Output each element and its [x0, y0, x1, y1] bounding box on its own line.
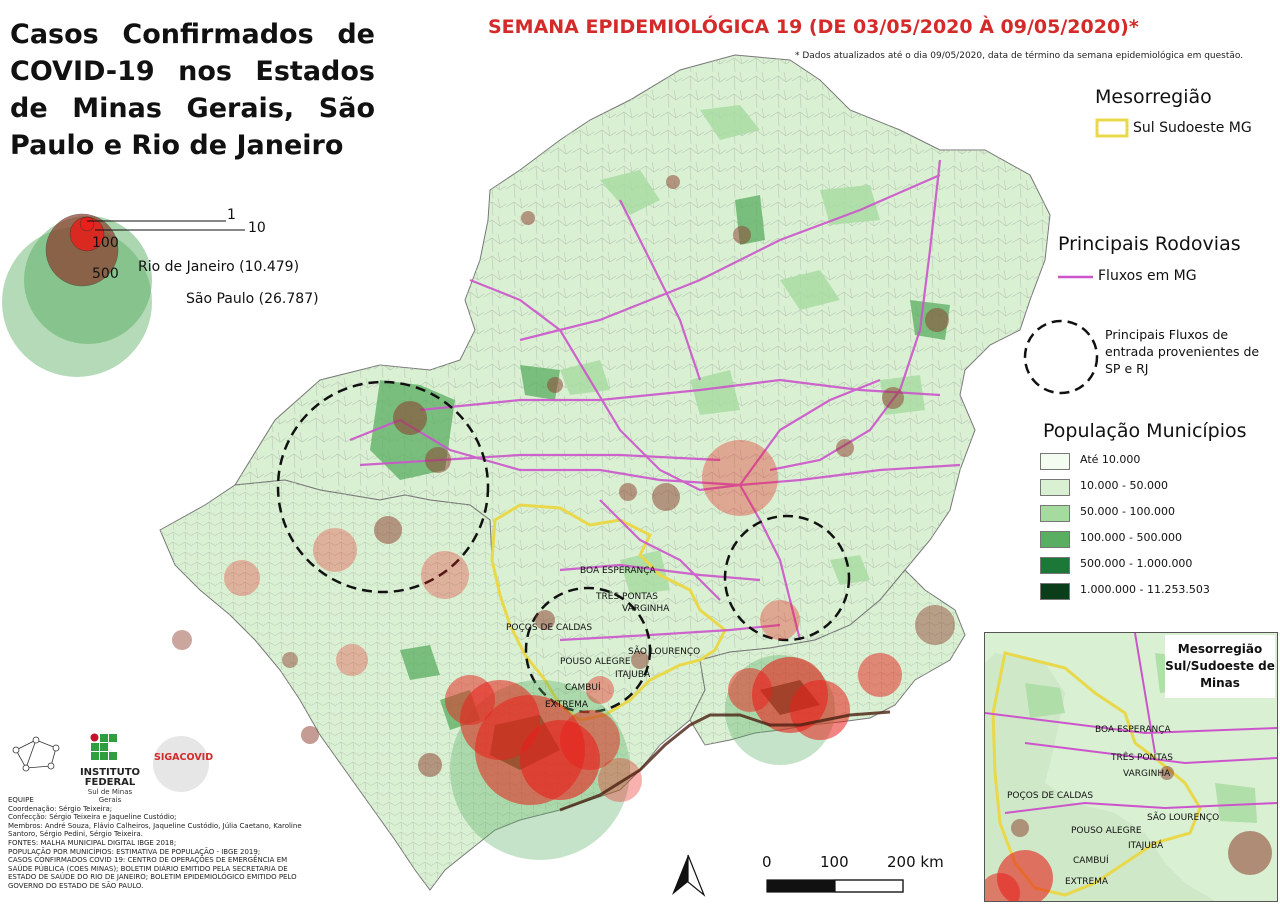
population-swatch: [1040, 583, 1070, 600]
population-class-4: 500.000 - 1.000.000: [1040, 555, 1260, 575]
legend-swatches: [1023, 118, 1129, 395]
bubble-size-100: 100: [92, 235, 119, 251]
legend-rod-title: Principais Rodovias: [1058, 233, 1241, 255]
scale-label: 100: [820, 853, 849, 871]
bubble-legend: [2, 213, 245, 377]
team-line: POPULAÇÃO POR MUNICÍPIOS: ESTIMATIVA DE …: [8, 847, 261, 856]
population-label: 50.000 - 100.000: [1080, 505, 1175, 518]
inset-city-label: POÇOS DE CALDAS: [1007, 791, 1094, 801]
legend-meso-title: Mesorregião: [1095, 86, 1212, 108]
inset-city-label: BOA ESPERANÇA: [1095, 725, 1171, 735]
population-label: 10.000 - 50.000: [1080, 479, 1168, 492]
inset-city-label: EXTREMA: [1065, 877, 1109, 887]
population-swatch: [1040, 505, 1070, 522]
population-class-3: 100.000 - 500.000: [1040, 529, 1260, 549]
scale-bar: [766, 879, 904, 893]
city-label: CAMBUÍ: [565, 683, 601, 693]
population-class-1: 10.000 - 50.000: [1040, 477, 1260, 497]
team-line: CASOS CONFIRMADOS COVID 19: CENTRO DE OP…: [8, 856, 297, 890]
inset-title: Mesorregião Sul/Sudoeste de Minas: [1165, 635, 1275, 698]
city-label: EXTREMA: [545, 700, 589, 710]
inset-map: BOA ESPERANÇA TRÊS PONTAS VARGINHA POÇOS…: [984, 632, 1278, 902]
population-swatch: [1040, 453, 1070, 470]
institute-logo-icon: [90, 733, 117, 760]
legend-pop-title: População Municípios: [1043, 420, 1247, 442]
siga-covid-logo-icon: [153, 736, 209, 792]
city-label: ITAJUBÁ: [615, 670, 651, 680]
legend-fluxos: Principais Fluxos de entrada proveniente…: [1105, 327, 1260, 376]
team-line: Membros: André Souza, Flávio Calheiros, …: [8, 821, 302, 839]
team-credits: EQUIPE Coordenação: Sérgio Teixeira; Con…: [8, 796, 308, 891]
city-label: SÃO LOURENÇO: [628, 647, 701, 657]
institute-name: INSTITUTO FEDERAL: [79, 767, 141, 788]
population-label: Até 10.000: [1080, 453, 1141, 466]
week-title: SEMANA EPIDEMIOLÓGICA 19 (DE 03/05/2020 …: [488, 16, 1139, 38]
team-line: EQUIPE: [8, 796, 34, 804]
bubble-size-500: 500: [92, 266, 119, 282]
bubble-size-1: 1: [227, 207, 236, 223]
case-bubbles: [172, 175, 955, 860]
inset-city-label: VARGINHA: [1123, 769, 1171, 779]
population-swatch: [1040, 531, 1070, 548]
institute-sub: Sul de Minas Gerais: [87, 788, 133, 804]
scale-label: 200 km: [887, 853, 944, 871]
population-label: 100.000 - 500.000: [1080, 531, 1182, 544]
team-line: Coordenação: Sérgio Teixeira;: [8, 804, 113, 813]
map-title: Casos Confirmados de COVID-19 nos Estado…: [10, 19, 375, 161]
city-label: POÇOS DE CALDAS: [506, 623, 593, 633]
population-swatch: [1040, 479, 1070, 496]
population-class-0: Até 10.000: [1040, 451, 1260, 471]
north-arrow-icon: [672, 854, 706, 897]
legend-rod-item: Fluxos em MG: [1098, 268, 1197, 284]
inset-city-label: ITAJUBÁ: [1128, 841, 1164, 851]
inset-map-svg: [985, 633, 1277, 901]
city-label: POUSO ALEGRE: [560, 657, 631, 667]
bubble-sp: São Paulo (26.787): [186, 291, 319, 307]
scale-label: 0: [762, 853, 772, 871]
city-label: VARGINHA: [622, 604, 670, 614]
population-label: 500.000 - 1.000.000: [1080, 557, 1193, 570]
population-class-2: 50.000 - 100.000: [1040, 503, 1260, 523]
siga-covid-text: SIGACOVID: [154, 752, 214, 763]
bubble-size-10: 10: [248, 220, 266, 236]
team-line: Confecção: Sérgio Teixeira e Jaqueline C…: [8, 813, 177, 822]
legend-meso-item: Sul Sudoeste MG: [1133, 120, 1252, 136]
inset-city-label: CAMBUÍ: [1073, 856, 1109, 866]
team-line: FONTES: MALHA MUNICIPAL DIGITAL IBGE 201…: [8, 838, 177, 847]
data-note: * Dados atualizados até o dia 09/05/2020…: [795, 51, 1244, 61]
bubble-rio: Rio de Janeiro (10.479): [138, 259, 300, 275]
gepram-logo-icon: [12, 736, 60, 772]
inset-city-label: SÃO LOURENÇO: [1147, 813, 1220, 823]
population-class-5: 1.000.000 - 11.253.503: [1040, 581, 1260, 601]
city-label: BOA ESPERANÇA: [580, 566, 656, 576]
inset-city-label: TRÊS PONTAS: [1111, 753, 1173, 763]
population-label: 1.000.000 - 11.253.503: [1080, 583, 1210, 596]
population-swatch: [1040, 557, 1070, 574]
city-label: TRÊS PONTAS: [596, 592, 658, 602]
inset-city-label: POUSO ALEGRE: [1071, 826, 1142, 836]
coastline: [559, 710, 891, 812]
